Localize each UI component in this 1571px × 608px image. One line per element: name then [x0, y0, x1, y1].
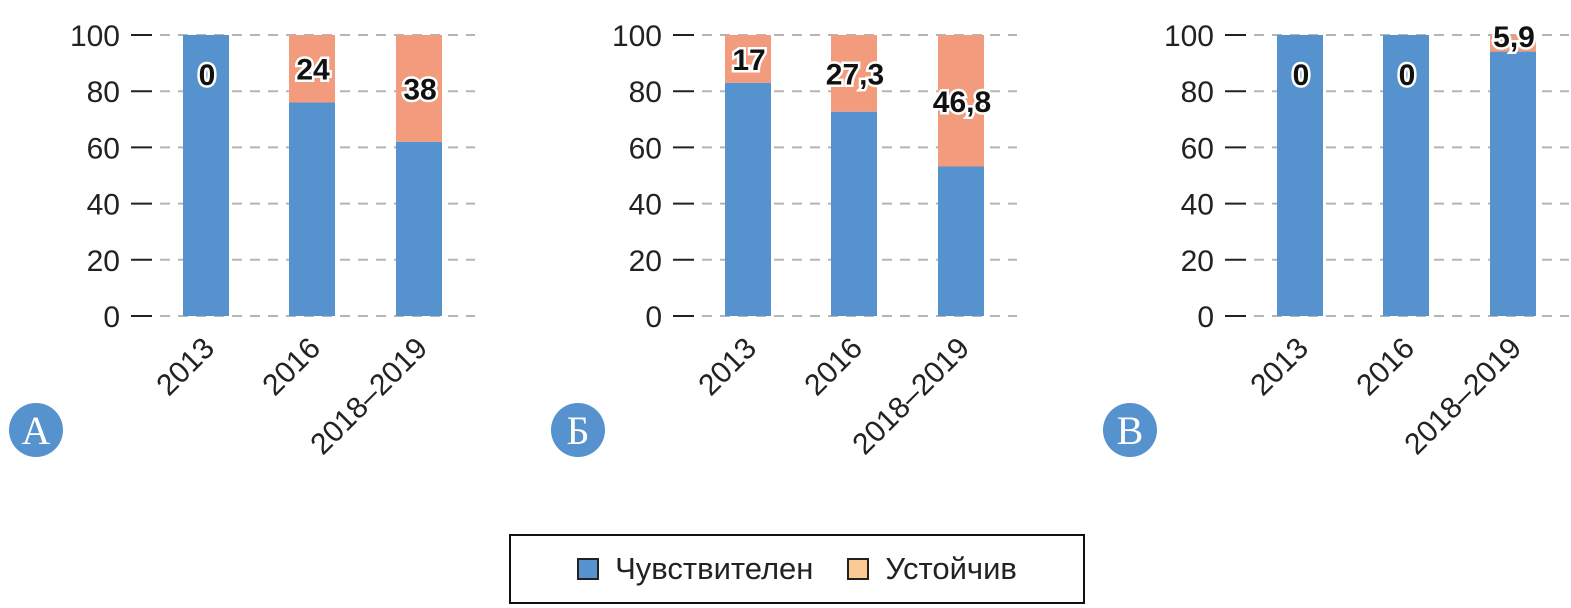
- y-tick-label: 80: [629, 76, 662, 109]
- legend-label-sensitive: Чувствителен: [615, 551, 814, 586]
- chart-panel-3: 0 20 40 60 80 100 0 2013 0 2016 5,9 2018–2019 В: [1103, 19, 1569, 462]
- data-label: 0: [1293, 59, 1310, 92]
- legend-label-resistant: Устойчив: [885, 551, 1017, 586]
- legend-item-resistant: Устойчив: [847, 551, 1017, 587]
- y-tick-label: 40: [87, 189, 120, 222]
- panel-badge-label: В: [1117, 408, 1144, 453]
- bar-segment-resistant-1: [725, 35, 771, 83]
- legend-item-sensitive: Чувствителен: [577, 551, 813, 587]
- y-tick-label: 60: [629, 132, 662, 165]
- y-tick-label: 0: [1197, 301, 1214, 334]
- data-label: 5,9: [1493, 21, 1535, 54]
- y-tick-label: 40: [1181, 189, 1214, 222]
- y-tick-label: 60: [87, 132, 120, 165]
- y-tick-label: 80: [87, 76, 120, 109]
- y-tick-label: 80: [1181, 76, 1214, 109]
- data-label: 0: [1399, 59, 1416, 92]
- bar-segment-resistant-3: [938, 35, 984, 167]
- chart-panel-2: 0 20 40 60 80 100 17 2013 27,3 2016 46,8 2018–2019 Б: [551, 20, 1017, 461]
- y-tick-label: 100: [612, 20, 662, 53]
- panel-badge: [9, 403, 63, 457]
- bar-segment-sensitive-2: [831, 111, 877, 316]
- y-tick-label: 0: [645, 301, 662, 334]
- bar-segment-resistant-2: [289, 35, 335, 103]
- y-tick-label: 20: [1181, 245, 1214, 278]
- y-tick-label: 20: [87, 245, 120, 278]
- y-tick-label: 60: [1181, 132, 1214, 165]
- data-label: 46,8: [933, 86, 991, 119]
- x-tick-label: 2016: [1350, 332, 1421, 403]
- x-tick-label: 2013: [692, 332, 763, 403]
- panel-badge: [551, 403, 605, 457]
- y-tick-label: 0: [103, 301, 120, 334]
- bar-segment-sensitive-3: [1490, 51, 1536, 316]
- y-tick-label: 100: [1164, 20, 1214, 53]
- data-label: 24: [296, 54, 330, 87]
- chart-panel-1: 0 20 40 60 80 100 0 2013 24 2016 38 2018–2019 А: [9, 20, 475, 461]
- data-label: 27,3: [826, 58, 884, 91]
- x-tick-label: 2018–2019: [846, 332, 976, 462]
- data-label: 38: [403, 73, 436, 106]
- bar-segment-sensitive-3: [396, 141, 442, 316]
- bar-segment-sensitive-3: [938, 166, 984, 316]
- bar-segment-resistant-2: [831, 35, 877, 112]
- bar-segment-sensitive-1: [183, 35, 229, 316]
- x-tick-label: 2016: [256, 332, 327, 403]
- y-tick-label: 100: [70, 20, 120, 53]
- x-tick-label: 2013: [1244, 332, 1315, 403]
- bar-segment-sensitive-2: [1383, 35, 1429, 316]
- bar-segment-sensitive-1: [1277, 35, 1323, 316]
- bar-segment-sensitive-1: [725, 82, 771, 317]
- legend-swatch-sensitive: [577, 558, 600, 580]
- panel-badge: [1103, 403, 1157, 457]
- legend-swatch-resistant: [847, 558, 870, 580]
- x-tick-label: 2013: [150, 332, 221, 403]
- y-tick-label: 40: [629, 189, 662, 222]
- data-label: 17: [732, 44, 765, 77]
- data-label: 0: [199, 59, 216, 92]
- y-tick-label: 20: [629, 245, 662, 278]
- legend: Чувствителен Устойчив: [509, 534, 1085, 604]
- x-tick-label: 2018–2019: [1398, 332, 1528, 462]
- charts-canvas: 0 20 40 60 80 100 0 2013 24 2016 38 2018–2019 А 0 20 40…: [9, 19, 1569, 462]
- bar-segment-resistant-3: [1490, 35, 1536, 52]
- panel-badge-label: А: [22, 408, 51, 453]
- bar-segment-sensitive-2: [289, 102, 335, 316]
- panel-badge-label: Б: [567, 408, 590, 453]
- x-tick-label: 2018–2019: [304, 332, 434, 462]
- bar-segment-resistant-3: [396, 35, 442, 142]
- x-tick-label: 2016: [798, 332, 869, 403]
